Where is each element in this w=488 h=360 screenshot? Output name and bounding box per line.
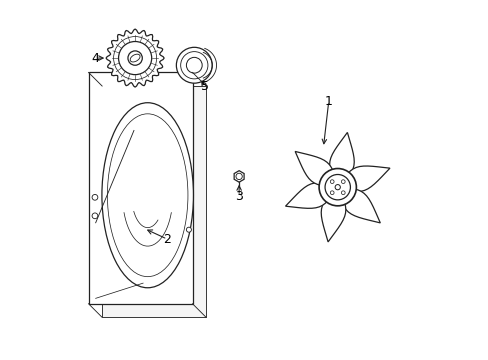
Polygon shape <box>295 152 337 187</box>
Ellipse shape <box>107 114 187 277</box>
Circle shape <box>341 191 345 194</box>
Ellipse shape <box>102 103 193 288</box>
Circle shape <box>128 51 142 65</box>
Polygon shape <box>106 29 164 87</box>
Circle shape <box>330 191 333 194</box>
Circle shape <box>330 180 333 184</box>
Polygon shape <box>285 183 337 208</box>
Text: 2: 2 <box>163 233 171 246</box>
Text: 5: 5 <box>201 80 209 93</box>
Polygon shape <box>102 86 206 318</box>
Ellipse shape <box>130 54 140 62</box>
Text: 1: 1 <box>324 95 332 108</box>
Circle shape <box>118 41 151 75</box>
Circle shape <box>176 47 212 83</box>
Polygon shape <box>88 72 192 304</box>
Polygon shape <box>337 187 380 223</box>
Circle shape <box>236 173 242 180</box>
Text: 4: 4 <box>92 51 100 64</box>
Text: 3: 3 <box>235 190 243 203</box>
Circle shape <box>325 175 350 200</box>
Circle shape <box>319 168 356 206</box>
Circle shape <box>334 185 340 190</box>
Polygon shape <box>329 132 353 187</box>
Polygon shape <box>321 187 345 242</box>
Circle shape <box>180 51 207 79</box>
Circle shape <box>92 194 98 200</box>
Circle shape <box>341 180 345 184</box>
Circle shape <box>113 37 156 80</box>
Circle shape <box>186 57 202 73</box>
Polygon shape <box>234 171 244 182</box>
Circle shape <box>92 213 98 219</box>
Circle shape <box>186 227 191 232</box>
Polygon shape <box>337 166 389 192</box>
